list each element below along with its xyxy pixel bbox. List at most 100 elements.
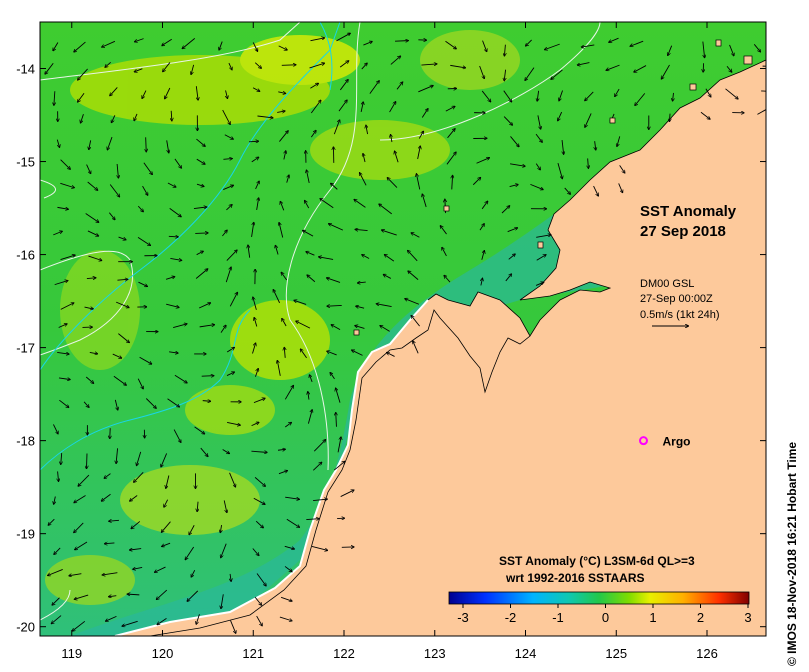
current-source: DM00 GSL [640, 278, 694, 290]
current-vector [166, 475, 170, 488]
current-vector [196, 614, 200, 624]
current-vector [69, 573, 82, 576]
current-vector [382, 230, 397, 236]
current-vector [252, 87, 259, 91]
current-vector [307, 275, 316, 283]
current-vector [54, 547, 61, 554]
current-vector [313, 440, 325, 452]
lat-tick-label: -14 [16, 62, 35, 77]
current-vector [228, 62, 232, 69]
lon-tick-label: 119 [61, 646, 82, 661]
current-vector [306, 519, 318, 520]
current-vector [508, 254, 515, 260]
current-time: 27-Sep 00:00Z [640, 293, 713, 305]
current-vector [279, 223, 284, 238]
current-vector [256, 198, 259, 211]
current-vector [310, 101, 320, 114]
current-vector [226, 250, 237, 261]
current-vector [445, 107, 455, 112]
current-vector [472, 178, 480, 186]
current-vector [319, 257, 334, 260]
current-vector [537, 90, 538, 101]
current-vector [481, 279, 483, 286]
current-vector [537, 115, 541, 128]
current-vector [109, 596, 117, 597]
current-vector [59, 399, 68, 407]
current-vector [358, 282, 366, 283]
legend-subtitle: wrt 1992-2016 SSTAARS [505, 571, 645, 585]
current-vector [167, 182, 176, 187]
current-vector [115, 301, 129, 307]
current-vector [251, 451, 266, 452]
current-vector [360, 102, 363, 113]
current-vector [191, 569, 196, 577]
current-vector [278, 471, 287, 475]
argo-label: Argo [662, 435, 690, 449]
current-vector [530, 183, 542, 189]
current-vector [504, 44, 505, 56]
current-vector [54, 281, 68, 286]
current-vector [135, 38, 144, 42]
current-vector [142, 90, 147, 99]
current-vector [196, 138, 204, 146]
current-vector [197, 501, 198, 512]
current-vector [223, 159, 231, 160]
current-vector [284, 348, 285, 358]
current-vector [52, 597, 60, 605]
current-vector [164, 499, 169, 507]
current-vector [562, 140, 564, 154]
current-vector [501, 206, 509, 214]
current-vector [630, 40, 644, 46]
current-vectors [45, 33, 766, 633]
current-vector [329, 224, 344, 231]
current-vector [578, 62, 590, 65]
current-vector [143, 162, 152, 174]
current-vector [227, 421, 240, 425]
current-vector [189, 525, 195, 534]
current-vector [157, 589, 168, 599]
current-vector [726, 65, 732, 72]
current-vector [78, 92, 85, 102]
current-vector [700, 111, 710, 119]
current-vector [284, 423, 291, 428]
current-vector [277, 111, 284, 112]
current-vector [106, 615, 117, 621]
current-vector [725, 88, 738, 99]
current-vector [503, 116, 512, 125]
current-vector [416, 174, 421, 190]
current-vector [173, 324, 186, 328]
current-vector [128, 594, 140, 595]
current-vector [634, 65, 647, 72]
current-vector [595, 141, 596, 150]
current-vector [194, 426, 205, 434]
current-vector [387, 178, 398, 188]
current-vector [137, 236, 150, 245]
current-vector [327, 278, 341, 283]
current-vector [441, 226, 447, 235]
current-vector [337, 437, 341, 453]
current-vector [564, 187, 570, 194]
current-vector [662, 64, 670, 79]
current-vector [413, 341, 419, 354]
current-vector [481, 202, 487, 210]
current-vector [327, 305, 342, 306]
current-vector [310, 375, 313, 383]
current-vector [310, 131, 315, 138]
current-vector [332, 325, 341, 330]
current-vector [171, 110, 172, 121]
current-vector [122, 620, 138, 626]
current-vector [286, 175, 289, 183]
current-vector [312, 463, 321, 471]
current-vector [161, 453, 168, 466]
current-vector [169, 352, 178, 353]
island-cluster [353, 39, 753, 336]
current-vector [418, 132, 423, 139]
colorbar-tick-label: -3 [457, 610, 469, 625]
current-vector [307, 170, 310, 184]
current-vector [311, 545, 327, 550]
current-vector [284, 566, 292, 571]
current-vector [418, 86, 432, 93]
current-vector [109, 520, 119, 521]
current-vector [193, 207, 206, 209]
current-vector [445, 40, 456, 48]
